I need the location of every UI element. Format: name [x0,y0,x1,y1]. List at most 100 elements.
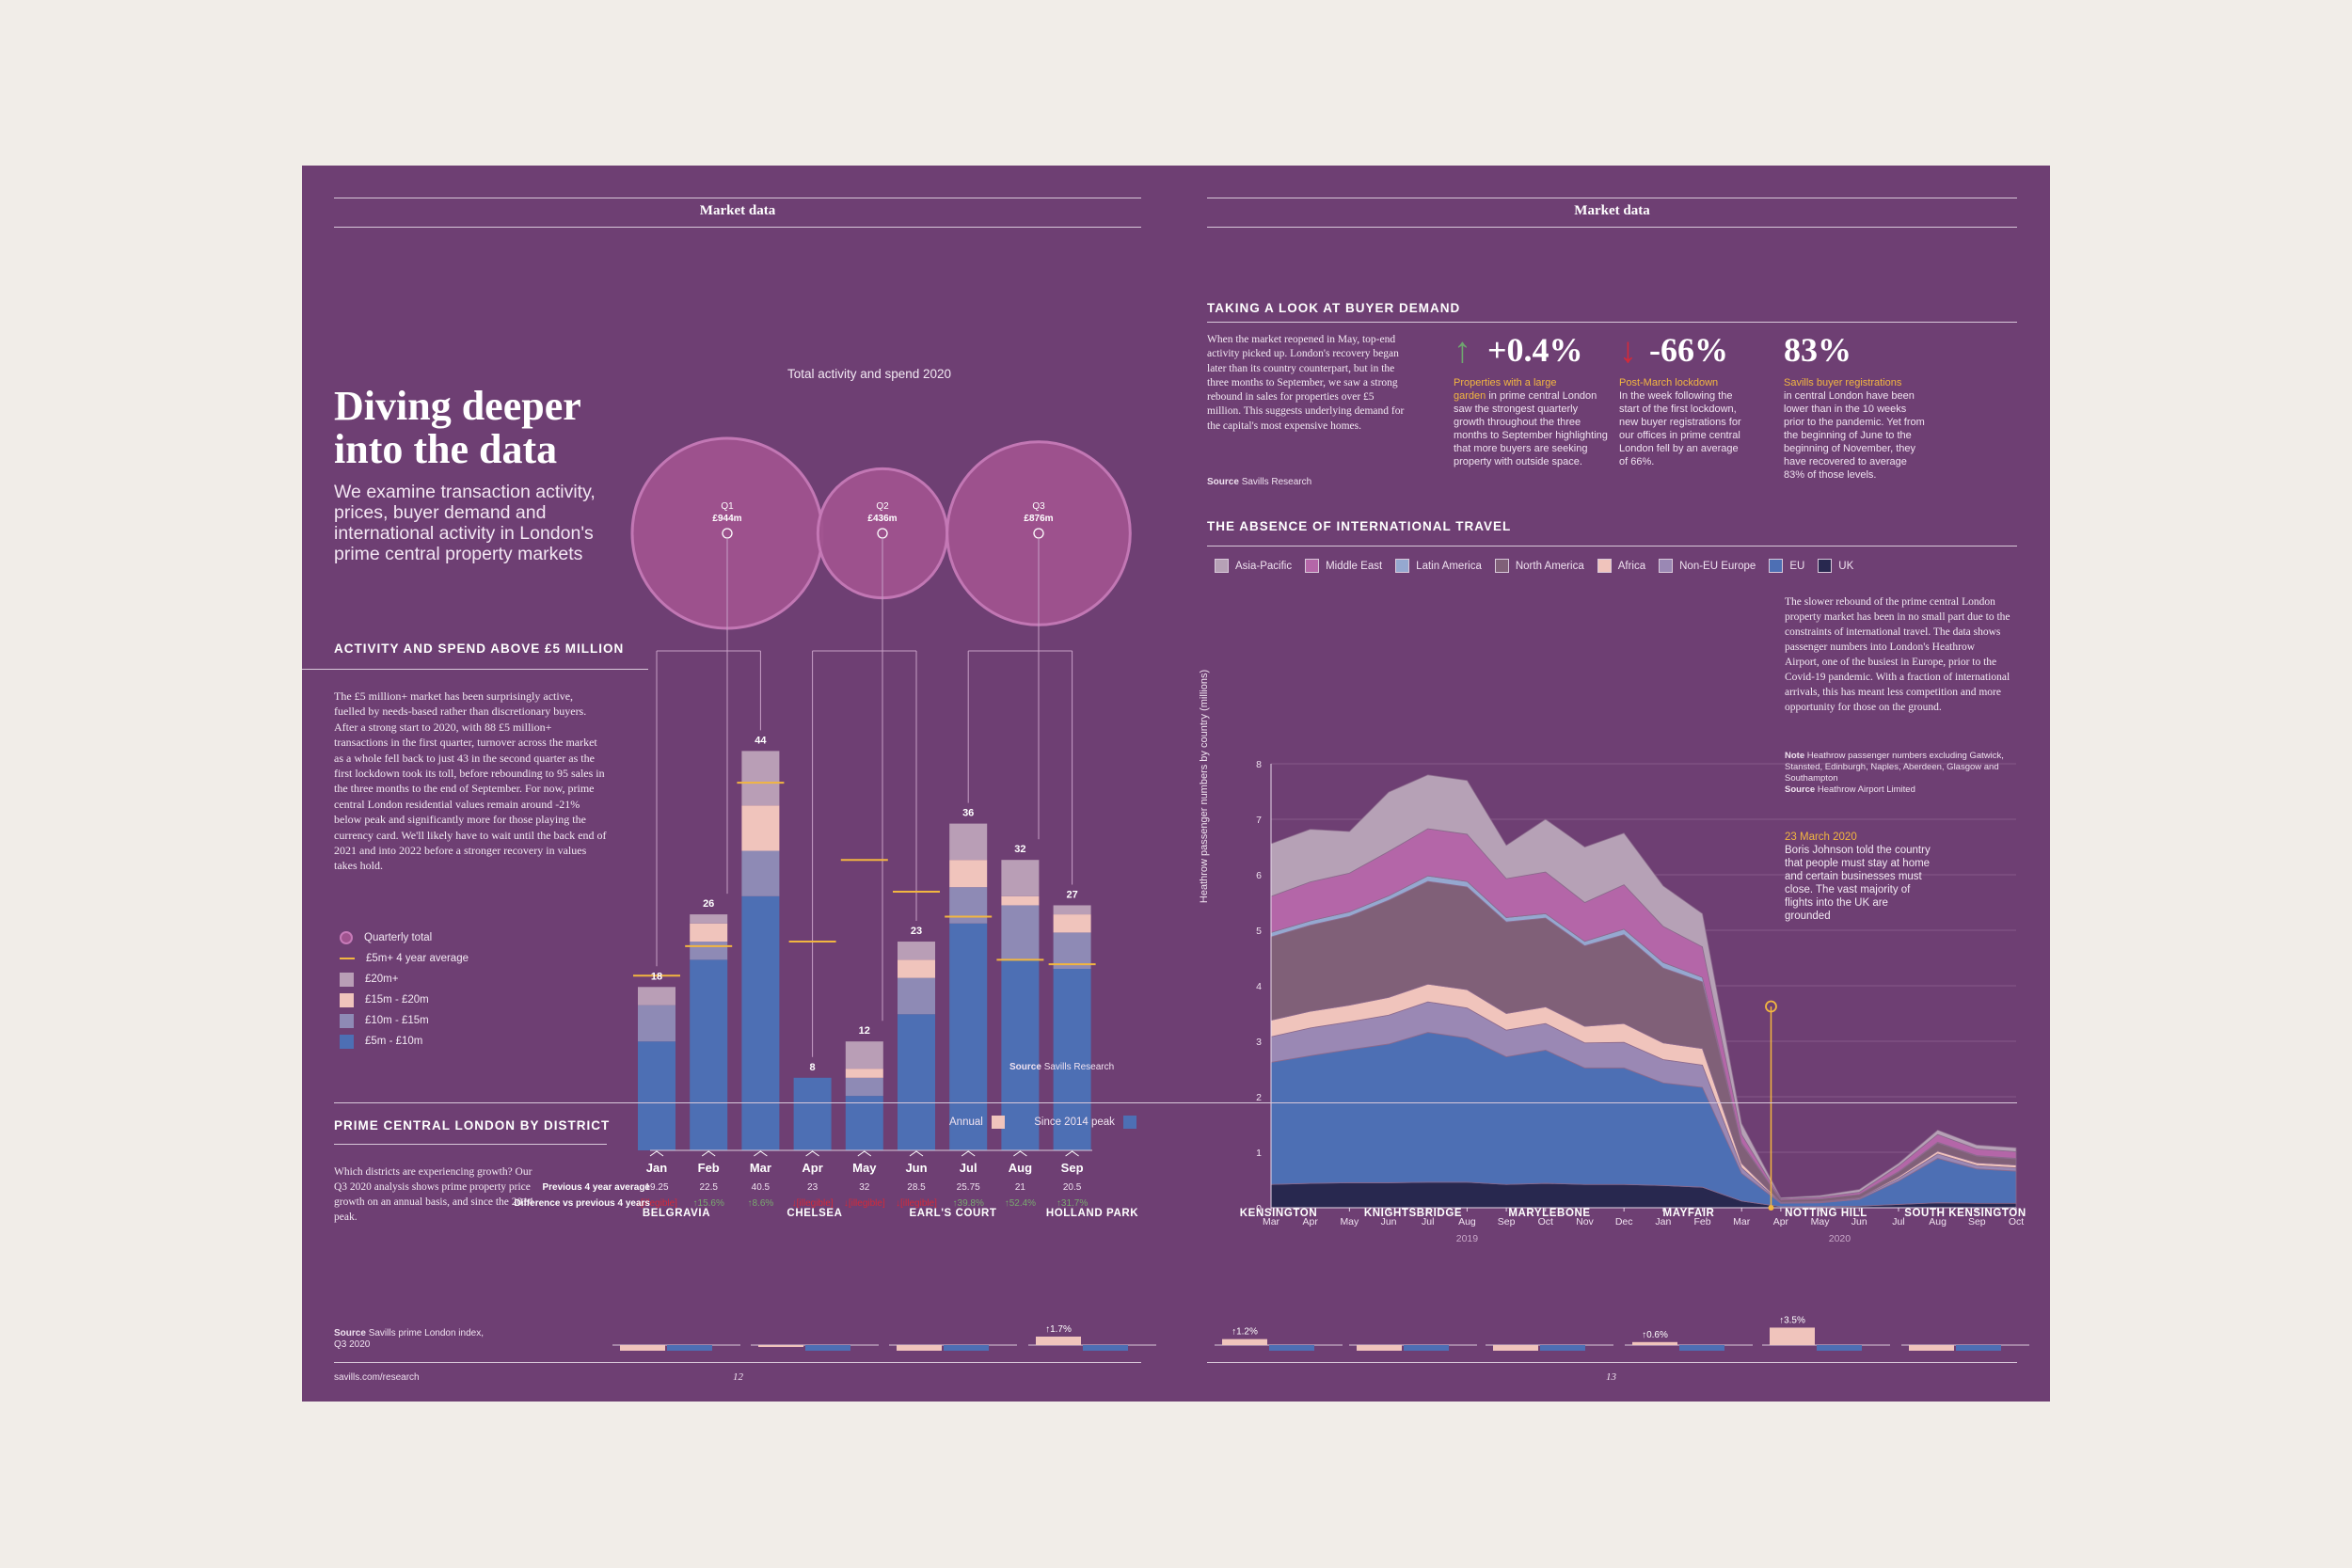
bar-segment [949,823,988,861]
x-tick-label: Aug [1458,1216,1476,1227]
x-tick-label: Jun [1381,1216,1397,1227]
x-tick-label: Jul [1422,1216,1434,1227]
legend-label: £10m - £15m [365,1015,429,1026]
y-tick-label: 4 [1256,981,1262,992]
activity-heading: ACTIVITY AND SPEND ABOVE £5 MILLION [334,641,625,656]
source-label: Source [1785,784,1816,795]
tick-mark [961,1150,976,1157]
legend-item: UK [1818,559,1853,573]
y-tick-label: 8 [1256,759,1262,770]
bar-segment [949,923,988,1150]
bar-segment [793,1077,832,1150]
diff-value: ↑52.4% [1005,1198,1036,1209]
x-tick-label: Aug [1929,1216,1947,1227]
legend-item: Quarterly total [340,927,528,948]
x-tick-label: Aug [1009,1161,1032,1175]
bar-segment [845,1077,883,1097]
legend-label: EU [1789,560,1805,572]
area-asia-pacific [1270,774,2017,1199]
bar-total-label: 12 [859,1025,870,1037]
legend-label: Latin America [1416,560,1482,572]
section-label-left: Market data [699,203,776,218]
rule [1207,227,2017,228]
district-label: MARYLEBONE [1508,1208,1590,1219]
y-tick-label: 6 [1256,870,1262,881]
legend-label: UK [1838,560,1854,572]
source-label: Source [334,1328,366,1338]
stat-lockdown: ↓ -66% Post-March lockdown In the week f… [1619,331,1746,468]
legend-swatch [340,992,354,1007]
stat-body: In the week following the start of the f… [1619,390,1741,467]
bar-segment [741,751,780,806]
headline-line: into the data [334,426,558,472]
quarter-value: £876m [1024,514,1053,524]
annual-value: ↑3.5% [1779,1315,1805,1325]
district-chart: BELGRAVIA↓1.4%↓20.5%CHELSEA↓0.3%↓23.8%EA… [612,1208,2029,1351]
annual-bar [1493,1345,1538,1351]
quarter-label: Q1 [721,501,734,512]
x-tick-label: Jan [646,1161,667,1175]
legend-swatch [1494,559,1509,573]
legend-item: Middle East [1305,559,1382,573]
peak-bar [1404,1345,1449,1351]
legend-label: North America [1515,560,1584,572]
district-label: EARL'S COURT [910,1208,997,1219]
quarter-value: £436m [867,514,897,524]
bar-segment [898,959,935,978]
legend-label: £5m - £10m [365,1036,423,1047]
x-tick-label: Apr [802,1161,822,1175]
peak-bar [944,1345,989,1351]
bar-segment [1001,905,1040,960]
peak-bar [667,1345,712,1351]
stat-title: Properties with a large [1454,377,1557,388]
legend-item: EU [1769,559,1804,573]
source-label: Source [1009,1062,1041,1072]
legend-swatch [1597,559,1612,573]
rule [334,1102,2017,1103]
peak-bar [1956,1345,2001,1351]
legend-item: £5m - £10m [340,1031,528,1052]
annual-bar [1770,1327,1815,1345]
stat-title-rest: garden [1454,390,1486,402]
legend-label: £5m+ 4 year average [366,953,469,964]
annual-bar [758,1345,803,1347]
legend-swatch [1215,559,1229,573]
note-label: Note [1785,751,1805,761]
rule [334,1362,1141,1363]
avg-value: 21 [1015,1182,1026,1193]
rule [334,1144,607,1145]
bar-segment [690,923,728,942]
bar-total-label: 26 [703,898,714,910]
stat-value: +0.4% [1487,331,1583,369]
x-tick-label: Feb [698,1161,720,1175]
avg-value: 20.5 [1063,1182,1082,1193]
legend-swatch [1818,559,1833,573]
annual-bar [1909,1345,1954,1351]
avg-value: 28.5 [907,1182,926,1193]
demand-source: Source Savills Research [1207,476,1311,489]
district-label: SOUTH KENSINGTON [1904,1208,2026,1219]
bar-segment [1053,932,1091,969]
bar-segment [1053,914,1091,933]
stat-value: -66% [1649,331,1728,369]
section-label-right: Market data [1574,203,1650,218]
y-tick-label: 2 [1256,1092,1262,1103]
bar-segment [1001,895,1040,906]
annual-bar [620,1345,665,1351]
footer-url[interactable]: savills.com/research [334,1372,420,1383]
x-tick-label: Nov [1576,1216,1594,1227]
x-tick-label: Jan [1655,1216,1671,1227]
tick-mark [1013,1150,1027,1157]
page-headline: Diving deeper into the data [334,385,616,471]
x-tick-label: May [852,1161,877,1175]
annotation-marker [1765,1000,1777,1013]
tick-mark [1065,1150,1079,1157]
district-label: BELGRAVIA [643,1208,710,1219]
stat-body: in prime central London saw the stronges… [1454,390,1608,467]
y-tick-label: 7 [1256,815,1262,826]
x-tick-label: Oct [2009,1216,2024,1227]
travel-chart: Heathrow passenger numbers by country (m… [1199,670,2024,1244]
quarter-label: Q2 [876,501,889,512]
bar-segment [690,914,728,924]
rule [334,227,1141,228]
